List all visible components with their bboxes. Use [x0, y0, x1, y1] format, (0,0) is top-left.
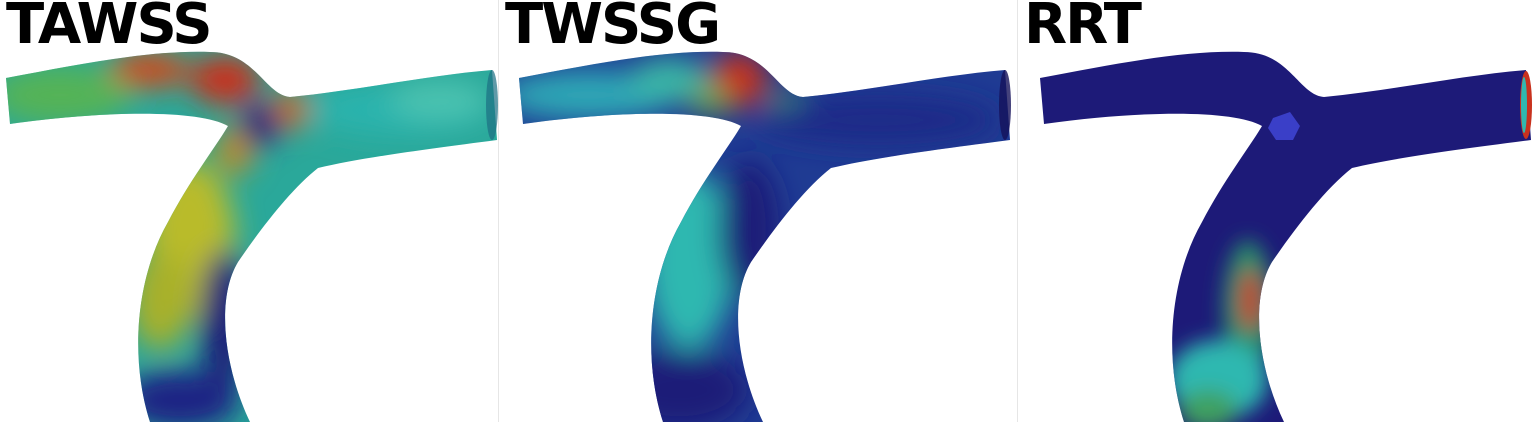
panel-title-twssg: TWSSG	[505, 0, 721, 57]
panel-title-rrt: RRT	[1024, 0, 1142, 57]
panel-tawss: TAWSS	[0, 0, 498, 422]
panel-divider	[1017, 0, 1018, 422]
twssg-vessel-render	[519, 51, 1011, 422]
panel-title-tawss: TAWSS	[6, 0, 213, 57]
panel-twssg: TWSSG	[499, 0, 1017, 422]
tawss-vessel-render	[6, 51, 498, 422]
panel-divider	[498, 0, 499, 422]
panel-rrt: RRT	[1018, 0, 1538, 422]
rrt-vessel-render	[1040, 51, 1532, 422]
